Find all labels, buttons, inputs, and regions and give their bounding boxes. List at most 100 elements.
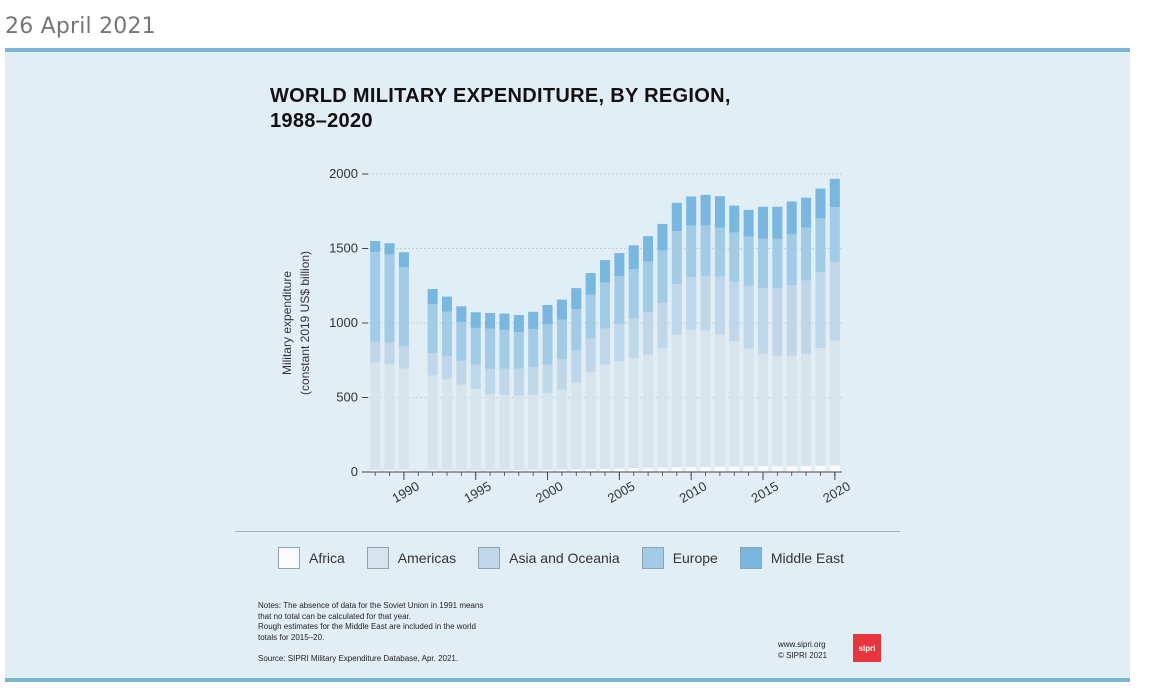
bar-2006-middle-east [628, 245, 639, 270]
bar-2004-middle-east [599, 260, 611, 283]
bar-1997-middle-east [499, 313, 510, 331]
bar-2001-americas [556, 389, 567, 470]
bar-2007-asia-and-oceania [643, 312, 654, 355]
bar-1995-americas [470, 389, 481, 471]
publication-date: 26 April 2021 [5, 14, 156, 39]
legend-label-africa: Africa [309, 550, 345, 566]
bar-2009-middle-east [671, 202, 682, 232]
bar-2020-americas [829, 340, 840, 466]
bar-2001-europe [556, 319, 567, 360]
bar-1998-africa [513, 469, 524, 472]
legend-item-africa: Africa [278, 547, 345, 569]
bar-2015-africa [757, 466, 769, 472]
legend-item-americas: Americas [366, 547, 457, 569]
y-tick-label-1000: 1000 [329, 315, 358, 330]
bar-2005-middle-east [614, 253, 625, 277]
credits: www.sipri.org © SIPRI 2021 [778, 640, 827, 661]
bar-1997-europe [499, 330, 510, 369]
bar-1988-middle-east [370, 241, 381, 253]
chart-title: WORLD MILITARY EXPENDITURE, BY REGION, 1… [270, 84, 731, 134]
bar-1994-africa [456, 470, 467, 472]
website-link[interactable]: www.sipri.org [778, 640, 826, 649]
bar-2006-europe [628, 269, 639, 319]
bar-1993-asia-and-oceania [441, 356, 453, 380]
bar-2009-africa [671, 467, 682, 472]
bar-1993-middle-east [441, 296, 453, 312]
bar-2010-americas [686, 329, 697, 467]
sipri-logo: sipri [853, 634, 881, 662]
bar-2018-asia-and-oceania [801, 280, 812, 355]
bar-2013-americas [729, 341, 740, 467]
bar-2007-americas [643, 354, 654, 468]
bar-2000-asia-and-oceania [542, 364, 553, 393]
bar-1989-europe [384, 254, 395, 343]
legend-label-middle-east: Middle East [770, 550, 844, 566]
bar-2010-europe [686, 225, 697, 277]
bar-2003-europe [585, 294, 596, 339]
bar-2004-europe [599, 282, 611, 329]
bar-1994-middle-east [456, 306, 467, 322]
bar-2008-africa [657, 467, 668, 472]
bar-1998-middle-east [513, 314, 524, 333]
bar-2009-asia-and-oceania [671, 283, 682, 335]
bar-1990-asia-and-oceania [398, 346, 409, 369]
bar-2011-asia-and-oceania [700, 276, 711, 331]
bar-1999-americas [528, 394, 539, 470]
bar-1989-middle-east [384, 243, 395, 255]
notes-line-4: totals for 2015–20. [258, 632, 325, 642]
legend-swatch-middle-east [739, 547, 762, 569]
bar-2004-africa [599, 468, 611, 472]
bar-1997-asia-and-oceania [499, 368, 510, 395]
bar-2014-africa [743, 466, 754, 472]
bar-2010-asia-and-oceania [686, 276, 697, 330]
bar-1990-europe [398, 267, 409, 347]
bar-1998-europe [513, 332, 524, 369]
x-tick-label-2020: 2020 [820, 478, 853, 505]
bar-1995-middle-east [470, 312, 481, 328]
bar-1994-europe [456, 321, 467, 361]
bar-1999-middle-east [528, 311, 539, 329]
bar-2020-africa [829, 465, 840, 472]
bar-2009-europe [671, 231, 682, 284]
notes-line-2: that no total can be calculated for that… [258, 611, 411, 621]
y-tick-label-2000: 2000 [329, 166, 358, 181]
bar-2017-middle-east [786, 201, 797, 235]
bar-2020-europe [829, 207, 840, 263]
legend-item-asia-oceania: Asia and Oceania [478, 547, 620, 569]
bar-2017-africa [786, 466, 797, 472]
bar-2009-americas [671, 334, 682, 468]
legend-label-europe: Europe [672, 550, 718, 566]
bar-1997-africa [499, 470, 510, 472]
bar-2008-asia-and-oceania [657, 302, 668, 349]
bar-1990-middle-east [398, 252, 409, 268]
bar-2012-africa [714, 466, 725, 472]
bar-2002-europe [571, 308, 582, 351]
bar-2004-asia-and-oceania [599, 328, 611, 365]
bar-2017-asia-and-oceania [786, 285, 797, 356]
legend-divider [235, 531, 900, 532]
bar-2011-americas [700, 330, 711, 467]
bar-2012-middle-east [714, 196, 725, 228]
bar-2017-americas [786, 355, 797, 467]
bar-2016-africa [772, 466, 783, 472]
bar-1999-africa [528, 469, 539, 472]
bar-2005-africa [614, 468, 625, 472]
bar-1994-asia-and-oceania [456, 360, 467, 385]
bar-1993-africa [441, 470, 453, 472]
legend-label-americas: Americas [397, 550, 457, 566]
bar-2019-europe [815, 218, 826, 273]
bar-2001-middle-east [556, 299, 567, 320]
bar-1996-americas [485, 394, 496, 471]
notes-line-1: Notes: The absence of data for the Sovie… [258, 601, 484, 610]
x-tick-label-2010: 2010 [677, 478, 710, 505]
bar-2006-asia-and-oceania [628, 318, 639, 358]
chart-title-line-1: WORLD MILITARY EXPENDITURE, BY REGION, [270, 85, 731, 107]
bar-2008-americas [657, 348, 668, 468]
bar-1993-europe [441, 311, 453, 357]
bar-2011-africa [700, 466, 711, 472]
chart-legend: Africa Americas Asia and Oceania Europe … [278, 547, 866, 569]
bars [370, 178, 840, 472]
bar-1993-americas [441, 379, 453, 471]
bar-2014-europe [743, 236, 754, 286]
bar-1996-europe [485, 328, 496, 369]
